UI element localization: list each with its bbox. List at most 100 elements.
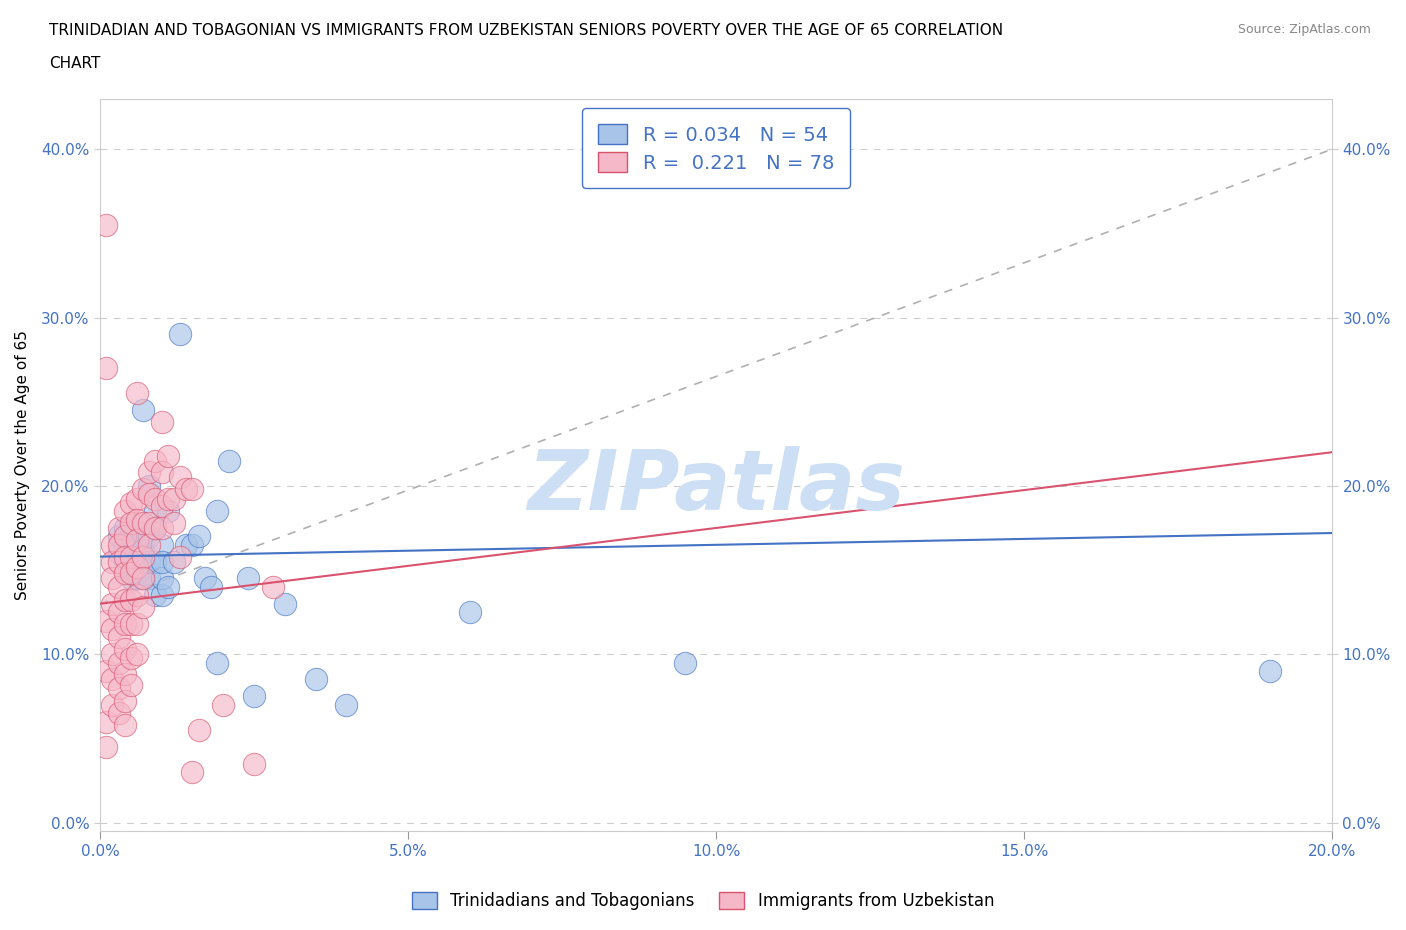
Point [304,672,326,687]
Point [150,588,173,603]
Point [125,571,148,586]
Point [101,554,124,569]
Point [96,664,118,679]
Point [138,538,160,552]
Point [156,579,179,594]
Point [125,542,148,557]
Point [114,563,136,578]
Point [145,504,167,519]
Point [335,698,357,712]
Point [114,667,136,682]
Point [145,521,167,536]
Legend: R = 0.034   N = 54, R =  0.221   N = 78: R = 0.034 N = 54, R = 0.221 N = 78 [582,109,849,189]
Point [236,571,259,586]
Point [96,739,118,754]
Point [163,492,186,507]
Y-axis label: Seniors Poverty Over the Age of 65: Seniors Poverty Over the Age of 65 [15,330,30,600]
Point [138,515,160,530]
Legend: Trinidadians and Tobagonians, Immigrants from Uzbekistan: Trinidadians and Tobagonians, Immigrants… [405,885,1001,917]
Point [114,566,136,581]
Point [120,571,142,586]
Point [107,529,129,544]
Point [114,529,136,544]
Point [169,327,191,342]
Point [163,515,186,530]
Point [101,596,124,611]
Text: ZIPatlas: ZIPatlas [527,446,905,527]
Point [101,698,124,712]
Point [107,579,129,594]
Point [132,525,155,540]
Point [132,549,155,564]
Point [150,498,173,513]
Point [132,482,155,497]
Point [145,554,167,569]
Point [120,538,142,552]
Point [101,538,124,552]
Point [243,689,266,704]
Point [114,554,136,569]
Point [120,554,142,569]
Point [138,487,160,502]
Point [120,546,142,561]
Point [145,521,167,536]
Point [181,482,204,497]
Point [125,554,148,569]
Point [174,482,197,497]
Point [145,588,167,603]
Point [120,650,142,665]
Point [174,538,197,552]
Point [107,630,129,644]
Point [101,672,124,687]
Point [1260,664,1282,679]
Point [145,492,167,507]
Point [114,642,136,657]
Point [243,756,266,771]
Point [458,604,481,619]
Point [169,549,191,564]
Point [262,579,284,594]
Point [138,465,160,480]
Point [120,529,142,544]
Point [96,613,118,628]
Point [114,538,136,552]
Point [132,515,155,530]
Point [114,718,136,733]
Point [156,448,179,463]
Point [120,617,142,631]
Point [150,554,173,569]
Point [125,532,148,547]
Point [125,532,148,547]
Point [107,538,129,552]
Point [101,621,124,636]
Point [114,504,136,519]
Point [96,714,118,729]
Point [107,554,129,569]
Point [132,542,155,557]
Point [145,453,167,468]
Point [125,512,148,527]
Point [114,694,136,709]
Point [132,554,155,569]
Point [138,478,160,493]
Point [132,403,155,418]
Point [107,604,129,619]
Point [125,492,148,507]
Point [101,646,124,661]
Point [187,723,209,737]
Point [120,677,142,692]
Point [120,549,142,564]
Point [132,571,155,586]
Point [132,529,155,544]
Point [96,361,118,376]
Point [114,521,136,536]
Point [107,521,129,536]
Point [181,538,204,552]
Point [169,470,191,485]
Point [163,554,186,569]
Point [114,593,136,608]
Point [150,521,173,536]
Point [194,571,217,586]
Point [187,529,209,544]
Point [138,529,160,544]
